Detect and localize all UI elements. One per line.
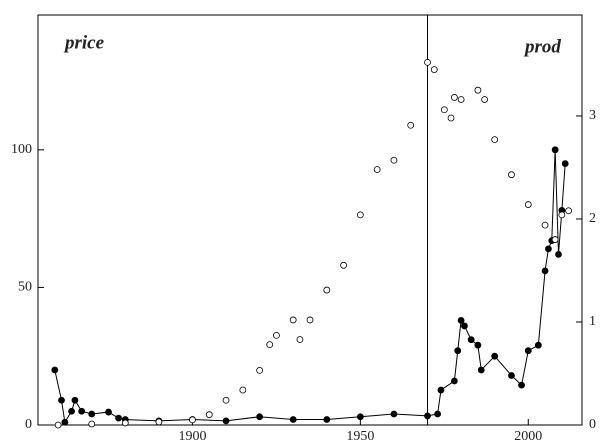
data-point: [454, 347, 462, 355]
data-point: [256, 367, 264, 374]
data-point: [78, 407, 86, 415]
data-point: [541, 221, 549, 229]
data-point: [323, 416, 331, 423]
y2-tick-label: 1: [589, 314, 596, 329]
plot-frame: [37, 14, 583, 426]
data-point: [565, 207, 572, 215]
data-point: [518, 381, 525, 389]
data-point: [323, 286, 331, 294]
data-point: [115, 414, 122, 422]
series-line: [54, 149, 566, 424]
data-point: [424, 58, 431, 66]
y2-tick-label: 0: [589, 417, 596, 432]
data-point: [434, 410, 442, 418]
data-point: [222, 396, 230, 404]
data-point: [373, 166, 381, 173]
data-point: [541, 267, 549, 275]
data-point: [51, 366, 59, 374]
data-point: [457, 317, 465, 324]
data-point: [289, 316, 297, 324]
data-point: [273, 331, 280, 339]
data-point: [491, 136, 499, 144]
data-point: [524, 347, 532, 355]
data-point: [121, 419, 129, 427]
data-point: [457, 96, 465, 103]
data-point: [551, 236, 559, 243]
data-point: [266, 341, 274, 349]
data-point: [68, 407, 75, 415]
y2-tick-label: 3: [589, 108, 596, 123]
data-point: [54, 421, 62, 429]
data-point: [534, 341, 542, 349]
data-point: [430, 66, 438, 73]
data-point: [390, 410, 398, 418]
x-tick-label: 1950: [346, 429, 374, 444]
data-point: [491, 352, 499, 360]
data-point: [450, 94, 458, 101]
x-tick-label: 1900: [178, 429, 206, 444]
data-point: [561, 160, 569, 167]
data-point: [545, 245, 552, 253]
data-point: [58, 396, 65, 404]
data-point: [477, 366, 485, 374]
data-point: [306, 316, 314, 324]
data-point: [450, 377, 458, 385]
y-axis-label: price: [63, 32, 105, 53]
data-point: [88, 410, 96, 418]
data-point: [481, 96, 489, 103]
data-point: [205, 411, 213, 419]
data-point: [340, 261, 347, 269]
y-tick-label: 100: [11, 142, 32, 157]
data-point: [558, 211, 566, 219]
data-point: [424, 412, 431, 420]
data-point: [508, 171, 515, 179]
data-point: [474, 86, 482, 94]
data-point: [390, 156, 398, 164]
data-point: [407, 121, 415, 129]
data-point: [524, 201, 532, 208]
data-point: [222, 417, 230, 425]
data-point: [189, 416, 196, 424]
data-point: [356, 211, 364, 219]
y-tick-label: 50: [18, 280, 32, 295]
data-point: [508, 372, 515, 379]
data-point: [447, 114, 455, 122]
y2-axis-label: prod: [523, 36, 561, 57]
data-point: [555, 250, 562, 258]
data-point: [61, 418, 69, 426]
data-point: [551, 146, 559, 154]
data-point: [289, 416, 297, 423]
data-point: [239, 386, 247, 394]
data-point: [461, 322, 468, 330]
data-point: [437, 386, 445, 394]
data-point: [440, 106, 448, 114]
data-point: [256, 413, 264, 421]
x-tick-label: 2000: [514, 429, 542, 444]
data-point: [474, 341, 482, 349]
data-point: [105, 408, 112, 416]
data-point: [88, 420, 96, 428]
y-tick-label: 0: [25, 417, 32, 432]
data-point: [71, 396, 79, 404]
data-point: [356, 413, 364, 421]
data-point: [155, 418, 163, 426]
data-point: [296, 336, 304, 343]
data-point: [467, 336, 475, 344]
y2-tick-label: 2: [589, 211, 596, 226]
